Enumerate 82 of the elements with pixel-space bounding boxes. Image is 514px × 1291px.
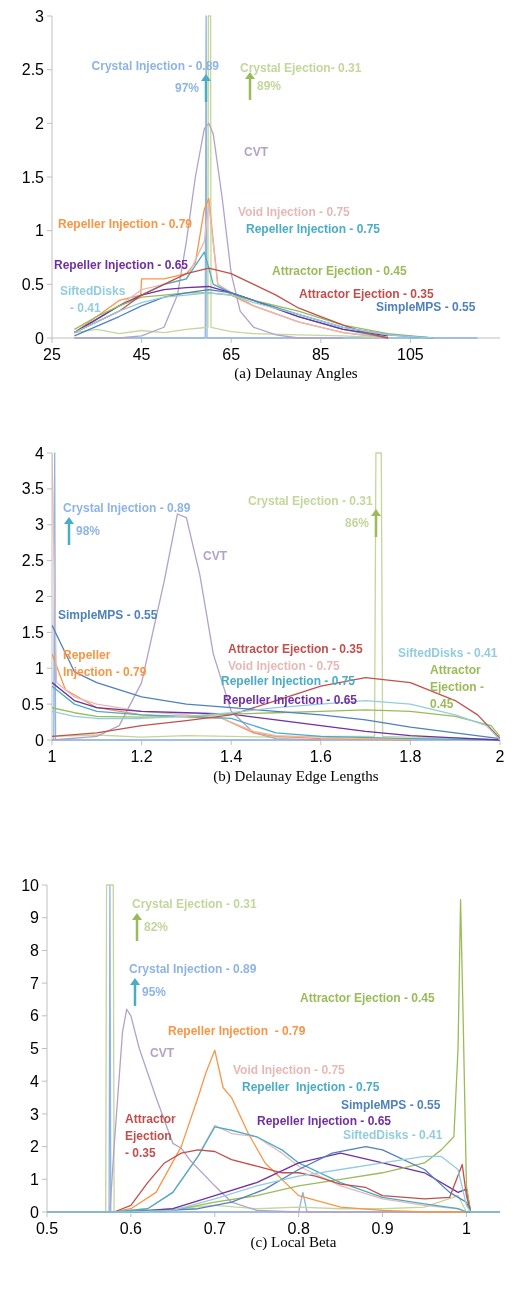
text: Repeller Injection - 0.75 [242,1080,380,1094]
series-label: Repeller Injection - 0.65 [223,693,358,707]
series-label: Crystal Ejection - 0.31 [248,494,374,508]
text: (a) Delaunay Angles [234,365,358,382]
text: Repeller Injection - 0.75 [246,222,381,236]
x-tick-label: 0.6 [119,1220,143,1237]
y-tick-label: 2 [35,114,45,132]
x-tick-label: 0.8 [287,1220,310,1237]
x-tick-label: 2 [495,748,505,765]
series-label: Attractor Ejection - 0.45 [430,663,485,711]
text: Void Injection - 0.75 [233,1063,346,1077]
y-tick-label: 1 [35,659,45,677]
text: CVT [244,145,269,159]
series-label: Repeller Injection - 0.65 [54,258,189,272]
text: (b) Delaunay Edge Lengths [213,768,379,785]
series-label: CVT [150,1046,175,1060]
series-label: SimpleMPS - 0.55 [376,300,476,314]
series-label: Crystal Injection - 0.89 [63,501,191,515]
y-tick-label: 0 [30,1203,40,1221]
annotation: 86% [344,516,370,530]
text: Repeller Injection - 0.79 [168,1024,306,1038]
series-label: Crystal Ejection - 0.31 [132,897,258,911]
y-tick-label: 5 [30,1040,40,1058]
x-tick-label: 45 [132,346,151,363]
annotation: 82% [144,920,169,934]
y-tick-label: 2 [35,588,45,606]
y-tick-label: 6 [30,1007,40,1025]
series-label: Repeller Injection - 0.79 [58,217,193,231]
series-label: SiftedDisks - 0.41 [60,284,126,315]
x-tick-label: 0.9 [371,1220,394,1237]
series-label: Attractor Ejection - 0.35 [299,287,435,301]
text: Repeller Injection - 0.65 [257,1114,392,1128]
y-tick-label: 10 [21,876,40,894]
text: SiftedDisks - 0.41 [398,646,498,660]
series-label: Crystal Injection - 0.89 [129,962,257,976]
x-tick-label: 1.4 [220,748,243,765]
x-tick-label: 25 [43,346,61,363]
series-label: Attractor Ejection - 0.35 [228,642,364,656]
annotation: 98% [76,524,101,538]
text: Attractor Ejection - 0.45 [272,264,408,278]
y-tick-label: 1 [35,222,45,240]
text: (c) Local Beta [250,1234,337,1251]
series-label: CVT [203,549,228,563]
y-tick-label: 3.5 [21,480,45,498]
text: Void Injection - 0.75 [238,205,351,219]
y-tick-label: 1.5 [21,623,45,641]
annotation: 97% [174,81,200,95]
y-tick-label: 2.5 [21,552,45,570]
y-tick-label: 3 [30,1105,40,1123]
x-tick-label: 65 [222,346,241,363]
x-tick-label: 1 [47,748,57,765]
annotation: 95% [142,985,167,999]
y-tick-label: 0 [35,329,45,347]
y-tick-label: 3 [35,516,45,534]
series-label: Attractor Ejection - 0.35 [125,1112,176,1160]
y-tick-label: 2 [30,1138,40,1156]
y-tick-label: 9 [30,909,40,927]
y-tick-label: 3 [35,7,45,25]
series-label: SimpleMPS - 0.55 [58,608,158,622]
y-tick-label: 7 [30,974,40,992]
series-label: SiftedDisks - 0.41 [343,1128,443,1142]
x-tick-label: 85 [311,346,330,363]
y-tick-label: 1.5 [21,168,45,186]
y-tick-label: 4 [30,1072,40,1090]
y-tick-label: 8 [30,942,40,959]
y-tick-label: 0.5 [21,275,45,293]
x-tick-label: 105 [397,346,424,363]
x-tick-label: 0.7 [203,1220,226,1237]
x-tick-label: 1.8 [399,748,422,765]
y-tick-label: 1 [30,1170,40,1188]
x-tick-label: 1 [461,1220,471,1237]
text: SimpleMPS - 0.55 [341,1098,441,1112]
annotation: 89% [257,79,282,93]
y-tick-label: 2.5 [21,61,45,79]
y-tick-label: 0 [35,731,45,749]
y-tick-label: 0.5 [21,695,45,713]
text: Attractor Ejection - 0.45 [300,991,436,1005]
text: Crystal Ejection- 0.31 [240,61,362,75]
text: Void Injection - 0.75 [228,659,341,673]
y-tick-label: 4 [35,444,45,462]
x-tick-label: 1.6 [309,748,333,765]
x-tick-label: 1.2 [130,748,153,765]
